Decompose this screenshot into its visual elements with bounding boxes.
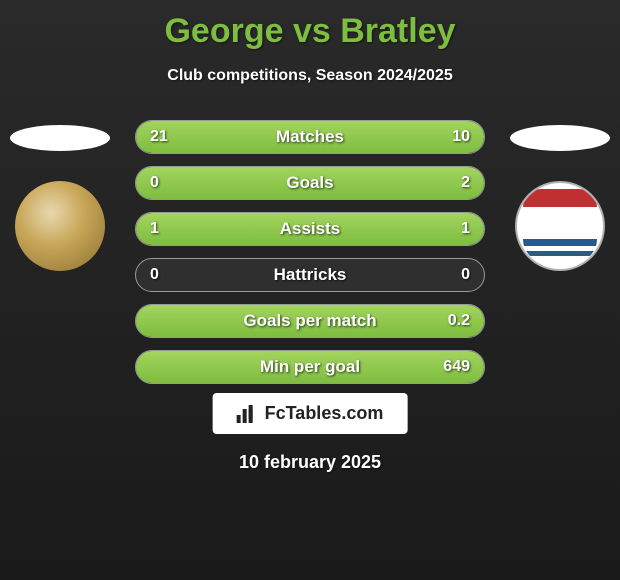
stat-value-right: 2	[461, 167, 470, 199]
player-right-area	[510, 125, 610, 271]
country-flag-right	[510, 125, 610, 151]
stat-label: Assists	[136, 213, 484, 245]
stat-value-left: 0	[150, 259, 159, 291]
stat-value-left: 21	[150, 121, 168, 153]
brand-badge: FcTables.com	[213, 393, 408, 434]
stat-label: Goals	[136, 167, 484, 199]
stat-value-right: 0.2	[448, 305, 470, 337]
stat-label: Min per goal	[136, 351, 484, 383]
stats-bars: Matches2110Goals02Assists11Hattricks00Go…	[135, 120, 485, 396]
footer-date: 10 february 2025	[0, 452, 620, 473]
stat-label: Matches	[136, 121, 484, 153]
club-crest-left	[15, 181, 105, 271]
stat-row: Min per goal649	[135, 350, 485, 384]
stat-row: Goals per match0.2	[135, 304, 485, 338]
stat-row: Matches21 10	[135, 120, 485, 154]
page-subtitle: Club competitions, Season 2024/2025	[0, 67, 620, 85]
country-flag-left	[10, 125, 110, 151]
stat-value-right: 0	[461, 259, 470, 291]
stat-label: Goals per match	[136, 305, 484, 337]
bar-chart-icon	[237, 405, 259, 423]
stat-value-right: 1	[461, 213, 470, 245]
club-crest-right	[515, 181, 605, 271]
stat-value-right: 10	[452, 121, 470, 153]
stat-row: Goals0 2	[135, 166, 485, 200]
stat-row: Assists1 1	[135, 212, 485, 246]
page-title: George vs Bratley	[0, 0, 620, 51]
stat-value-left: 0	[150, 167, 159, 199]
player-left-area	[10, 125, 110, 271]
brand-text: FcTables.com	[265, 403, 384, 424]
stat-label: Hattricks	[136, 259, 484, 291]
stat-value-right: 649	[443, 351, 470, 383]
stat-value-left: 1	[150, 213, 159, 245]
stat-row: Hattricks0 0	[135, 258, 485, 292]
